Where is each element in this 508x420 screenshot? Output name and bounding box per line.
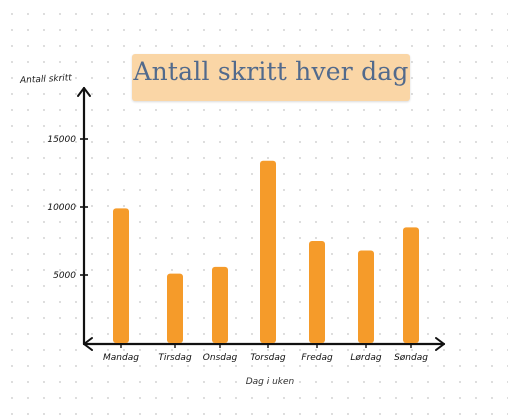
x-axis-left-arrow — [83, 337, 93, 351]
bar — [403, 227, 419, 343]
x-tick-label: Lørdag — [350, 353, 381, 363]
x-tick-label: Tirsdag — [158, 353, 192, 363]
x-tick-label: Torsdag — [250, 353, 286, 363]
bar — [358, 250, 374, 343]
bar — [113, 208, 129, 343]
x-axis-label: Dag i uken — [245, 377, 295, 387]
y-tick-label: 5000 — [53, 271, 76, 281]
tick-labels: 5000 10000 15000 Mandag Tirsdag Onsdag Torsdag… — [47, 135, 428, 363]
bar — [167, 273, 183, 343]
y-tick-label: 10000 — [47, 203, 76, 213]
axes — [77, 86, 446, 351]
x-tick-label: Fredag — [301, 353, 333, 363]
y-tick-label: 15000 — [47, 135, 76, 145]
chart-title-box: Antall skritt hver dag — [132, 54, 410, 101]
bar — [260, 160, 276, 343]
x-axis-arrow — [435, 337, 445, 351]
y-axis-arrow — [77, 87, 91, 97]
bar — [212, 266, 228, 343]
bars — [113, 160, 419, 343]
x-tick-label: Mandag — [103, 353, 139, 363]
x-tick-label: Onsdag — [203, 353, 238, 363]
chart-title: Antall skritt hver dag — [133, 57, 409, 86]
bar — [309, 241, 325, 343]
x-tick-label: Søndag — [394, 353, 428, 363]
